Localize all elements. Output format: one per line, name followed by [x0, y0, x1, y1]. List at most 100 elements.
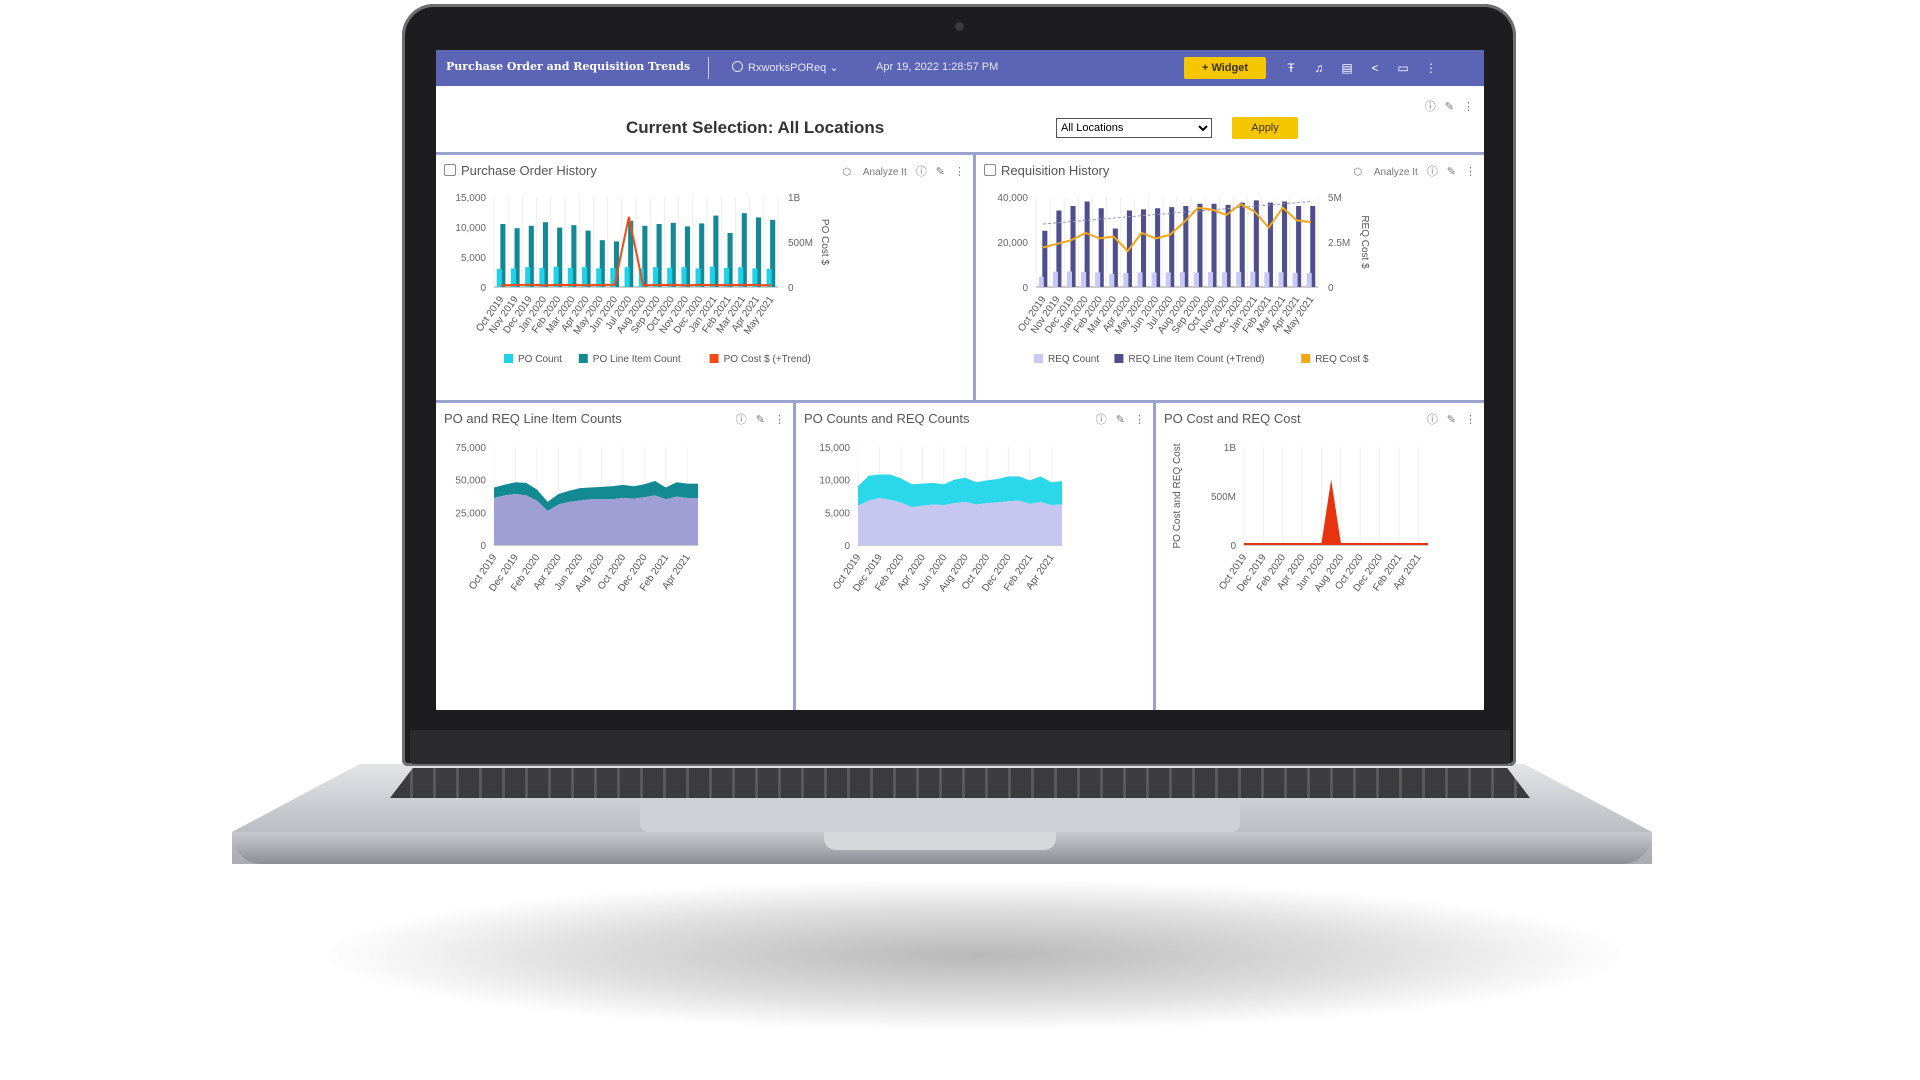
laptop-trackpad: [640, 800, 1240, 832]
cube-icon: ⬡: [1353, 167, 1363, 178]
bar-req-line-item-count-trend-: [1211, 203, 1217, 287]
edit-icon[interactable]: ✎: [755, 414, 765, 426]
laptop-lid-notch: [824, 832, 1056, 850]
add-widget-button[interactable]: + Widget: [1184, 57, 1266, 79]
more-vertical-icon[interactable]: ⋮: [774, 414, 785, 426]
legend-label: PO Line Item Count: [593, 354, 681, 365]
bar-po-line-item-count: [699, 223, 705, 287]
laptop-keyboard: [390, 768, 1530, 798]
info-icon[interactable]: ⓘ: [1424, 101, 1436, 113]
chart-icon: [444, 164, 456, 176]
bar-po-line-item-count: [500, 224, 506, 287]
more-vertical-icon[interactable]: ⋮: [1425, 61, 1437, 75]
y-tick-label: 0: [844, 541, 850, 552]
bar-po-count: [596, 268, 602, 287]
bar-po-line-item-count: [642, 225, 648, 287]
area-req-line-item-count: [494, 494, 698, 545]
panel-tools: ⬡ Analyze It ⓘ ✎ ⋮: [824, 163, 965, 179]
bar-po-line-item-count: [628, 221, 634, 287]
edit-icon[interactable]: ✎: [935, 166, 945, 178]
database-icon: [732, 61, 743, 72]
area-po-cost: [1244, 479, 1428, 545]
bell-icon[interactable]: ♫: [1314, 61, 1324, 75]
edit-icon[interactable]: ✎: [1446, 166, 1456, 178]
bar-req-line-item-count-trend-: [1084, 201, 1090, 287]
keyboard-icon[interactable]: ▤: [1341, 61, 1353, 75]
bar-po-line-item-count: [613, 241, 620, 287]
area-req-count: [858, 497, 1062, 545]
laptop-bezel-bottom: [410, 730, 1510, 764]
bar-req-count: [1278, 272, 1284, 287]
bar-req-count: [1066, 271, 1073, 287]
bar-po-line-item-count: [770, 219, 776, 287]
bar-req-line-item-count-trend-: [1281, 201, 1288, 287]
y-tick-label: 0: [480, 283, 486, 294]
dashboard-screen: Purchase Order and Requisition Trends Rx…: [436, 50, 1484, 710]
info-icon[interactable]: ⓘ: [915, 166, 927, 178]
more-vertical-icon[interactable]: ⋮: [1463, 101, 1474, 113]
monitor-icon[interactable]: ▭: [1397, 61, 1409, 75]
bar-po-count: [553, 266, 559, 287]
legend-swatch: [578, 354, 588, 363]
cube-icon: ⬡: [842, 167, 852, 178]
legend-swatch: [709, 354, 719, 363]
panel-title: Requisition History: [984, 163, 1109, 178]
edit-icon[interactable]: ✎: [1115, 414, 1125, 426]
panel-counts: PO Counts and REQ Counts ⓘ ✎ ⋮ 15,000 10,00…: [796, 403, 1156, 710]
info-icon[interactable]: ⓘ: [1095, 414, 1107, 426]
more-vertical-icon[interactable]: ⋮: [1134, 414, 1145, 426]
bar-po-line-item-count: [571, 225, 577, 287]
datasource-selector[interactable]: RxworksPOReq ⌄: [732, 61, 839, 74]
bar-req-count: [1236, 271, 1242, 287]
more-vertical-icon[interactable]: ⋮: [1465, 414, 1476, 426]
edit-icon[interactable]: ✎: [1446, 414, 1456, 426]
webcam-icon: [955, 22, 964, 31]
bar-req-line-item-count-trend-: [1042, 230, 1048, 287]
location-dropdown[interactable]: All Locations: [1056, 118, 1212, 138]
more-vertical-icon[interactable]: ⋮: [1465, 166, 1476, 178]
y-tick-label: 15,000: [455, 193, 486, 204]
analyze-it-button[interactable]: ⬡ Analyze It: [1344, 167, 1417, 178]
bar-req-count: [1306, 273, 1312, 287]
panel-title: Purchase Order History: [444, 163, 597, 178]
info-icon[interactable]: ⓘ: [735, 414, 747, 426]
analyze-it-label: Analyze It: [1373, 167, 1418, 178]
info-icon[interactable]: ⓘ: [1426, 414, 1438, 426]
datasource-label: RxworksPOReq: [748, 62, 827, 74]
bar-po-line-item-count: [514, 228, 520, 287]
bar-req-line-item-count-trend-: [1267, 202, 1273, 287]
more-vertical-icon[interactable]: ⋮: [954, 166, 965, 178]
refresh-timestamp: Apr 19, 2022 1:28:57 PM: [876, 61, 999, 73]
y-tick-label: 20,000: [997, 238, 1028, 249]
bar-po-line-item-count: [542, 222, 549, 287]
panel-cost: PO Cost and REQ Cost ⓘ ✎ ⋮ 1B 500M 0 Oct 2019…: [1156, 403, 1484, 710]
y-tick-label: 500M: [1211, 492, 1236, 503]
edit-icon[interactable]: ✎: [1444, 101, 1454, 113]
share-icon[interactable]: <: [1371, 61, 1379, 75]
bar-req-count: [1137, 272, 1143, 287]
bar-req-count: [1222, 272, 1228, 287]
bar-req-line-item-count-trend-: [1239, 202, 1245, 287]
y-tick-label: 1B: [1224, 443, 1237, 454]
analyze-it-button[interactable]: ⬡ Analyze It: [833, 167, 906, 178]
analyze-it-label: Analyze It: [862, 167, 907, 178]
y-tick-label: 5,000: [461, 253, 486, 264]
selection-tools: ⓘ ✎ ⋮: [1416, 98, 1474, 114]
bar-req-line-item-count-trend-: [1056, 210, 1062, 287]
bar-po-line-item-count: [599, 240, 605, 287]
text-icon[interactable]: Ŧ: [1287, 61, 1295, 75]
bar-req-count: [1264, 272, 1270, 287]
bar-req-count: [1038, 276, 1044, 287]
bar-po-count: [667, 267, 673, 287]
y2-tick-label: 1B: [788, 193, 801, 204]
bar-po-line-item-count: [528, 225, 534, 287]
bar-req-line-item-count-trend-: [1070, 206, 1076, 287]
dashboard-header: Purchase Order and Requisition Trends Rx…: [436, 50, 1484, 86]
y-tick-label: 0: [1022, 283, 1028, 294]
panel-tools: ⬡ Analyze It ⓘ ✎ ⋮: [1335, 163, 1476, 179]
bar-req-count: [1250, 271, 1256, 287]
apply-button[interactable]: Apply: [1232, 117, 1298, 139]
info-icon[interactable]: ⓘ: [1426, 166, 1438, 178]
bar-req-count: [1207, 272, 1214, 287]
